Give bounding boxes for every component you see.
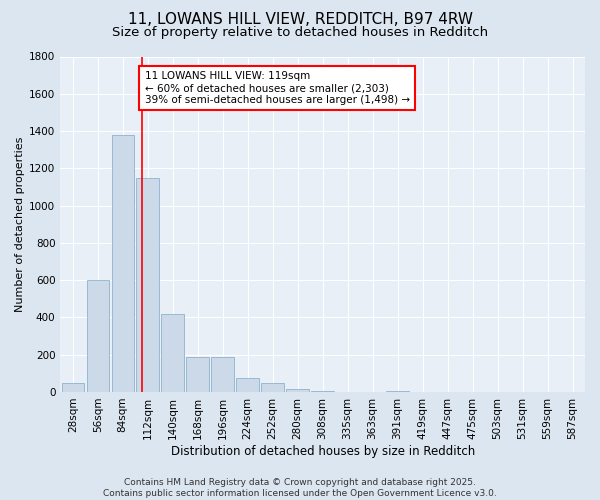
X-axis label: Distribution of detached houses by size in Redditch: Distribution of detached houses by size …	[170, 444, 475, 458]
Text: Contains HM Land Registry data © Crown copyright and database right 2025.
Contai: Contains HM Land Registry data © Crown c…	[103, 478, 497, 498]
Bar	[236, 378, 259, 392]
Bar	[286, 389, 309, 392]
Bar	[112, 135, 134, 392]
Bar	[311, 391, 334, 392]
Text: 11 LOWANS HILL VIEW: 119sqm
← 60% of detached houses are smaller (2,303)
39% of : 11 LOWANS HILL VIEW: 119sqm ← 60% of det…	[145, 72, 410, 104]
Bar	[262, 382, 284, 392]
Bar	[161, 314, 184, 392]
Bar	[211, 358, 234, 392]
Bar	[136, 178, 159, 392]
Bar	[86, 280, 109, 392]
Bar	[62, 382, 84, 392]
Text: Size of property relative to detached houses in Redditch: Size of property relative to detached ho…	[112, 26, 488, 39]
Y-axis label: Number of detached properties: Number of detached properties	[15, 136, 25, 312]
Bar	[187, 358, 209, 392]
Text: 11, LOWANS HILL VIEW, REDDITCH, B97 4RW: 11, LOWANS HILL VIEW, REDDITCH, B97 4RW	[128, 12, 473, 28]
